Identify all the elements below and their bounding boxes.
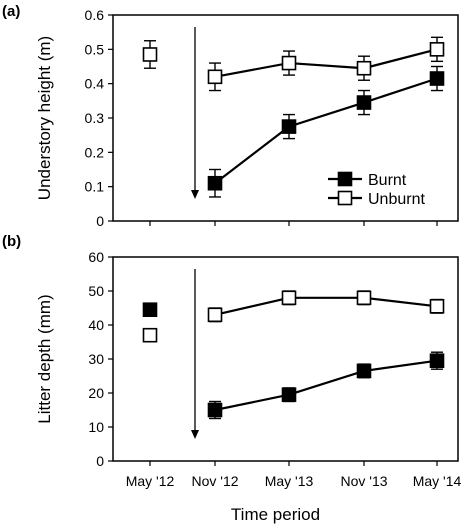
y-tick-label: 0 <box>96 453 104 469</box>
y-tick-label: 0.5 <box>85 41 105 57</box>
y-tick-label: 40 <box>88 317 104 333</box>
fire-arrow-head <box>191 190 199 199</box>
y-tick-label: 0.3 <box>85 110 105 126</box>
burnt-data-point <box>281 387 297 403</box>
burnt-data-point <box>207 175 223 191</box>
y-tick-label: 60 <box>88 249 104 265</box>
burnt-data-point <box>429 353 445 369</box>
x-tick-label: Nov '13 <box>340 473 387 489</box>
fire-arrow-head <box>191 430 199 439</box>
legend-unburnt-marker <box>337 190 353 206</box>
y-axis-title: Understory height (m) <box>35 36 54 200</box>
x-tick-label: May '12 <box>126 473 175 489</box>
panel-label: (b) <box>2 233 21 250</box>
x-axis-title: Time period <box>231 505 320 524</box>
unburnt-data-point <box>142 47 158 62</box>
y-axis-title: Litter depth (mm) <box>35 294 54 423</box>
unburnt-series-line <box>214 48 438 78</box>
unburnt-data-point <box>356 290 372 306</box>
unburnt-data-point <box>281 290 297 306</box>
burnt-data-point <box>429 71 445 86</box>
burnt-data-point <box>281 119 297 134</box>
y-tick-label: 0.2 <box>85 144 105 160</box>
burnt-data-point <box>207 402 223 418</box>
unburnt-data-point <box>429 42 445 57</box>
panel-a-understory-height: (a) 0 0.1 0.2 0.3 0.4 0.5 0.6 Understory height … <box>2 3 459 229</box>
unburnt-series-line <box>214 296 438 316</box>
y-tick-label: 0.4 <box>85 76 105 92</box>
legend-burnt-marker <box>337 171 353 187</box>
burnt-data-point <box>142 302 158 318</box>
y-tick-label: 30 <box>88 351 104 367</box>
plot-frame <box>112 256 459 462</box>
y-tick-label: 0 <box>96 213 104 229</box>
unburnt-data-point <box>429 298 445 314</box>
y-tick-label: 0.6 <box>85 7 105 23</box>
burnt-data-point <box>356 363 372 379</box>
legend-unburnt-label: Unburnt <box>368 191 425 208</box>
unburnt-data-point <box>207 69 223 85</box>
unburnt-data-point <box>356 60 372 76</box>
panel-label: (a) <box>2 3 20 20</box>
burnt-series-line <box>214 359 438 412</box>
x-tick-label: May '14 <box>413 473 462 489</box>
burnt-series-line <box>214 77 438 185</box>
legend-burnt-label: Burnt <box>368 172 407 189</box>
unburnt-data-point <box>281 55 297 71</box>
unburnt-data-point <box>207 307 223 323</box>
y-tick-label: 50 <box>88 283 104 299</box>
x-tick-label: Nov '12 <box>191 473 238 489</box>
burnt-data-point <box>356 95 372 110</box>
x-tick-label: May '13 <box>265 473 314 489</box>
y-tick-label: 20 <box>88 385 104 401</box>
panel-b-litter-depth: (b) 0 10 20 30 40 50 60 May '12 Nov '12 May '13 Nov… <box>2 233 462 524</box>
y-tick-label: 10 <box>88 419 104 435</box>
y-tick-label: 0.1 <box>85 179 105 195</box>
unburnt-data-point <box>142 327 158 343</box>
